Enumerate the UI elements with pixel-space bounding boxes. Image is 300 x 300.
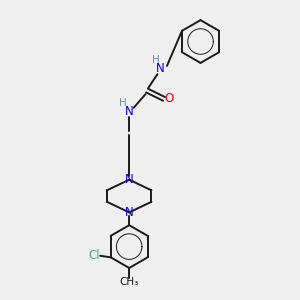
Text: Cl: Cl (88, 249, 100, 262)
Text: H: H (152, 55, 160, 65)
Text: CH₃: CH₃ (120, 277, 139, 287)
Text: H: H (119, 98, 127, 108)
Text: N: N (156, 62, 165, 75)
Text: N: N (125, 206, 134, 219)
Text: O: O (165, 92, 174, 105)
Text: N: N (125, 105, 134, 118)
Text: N: N (125, 173, 134, 186)
